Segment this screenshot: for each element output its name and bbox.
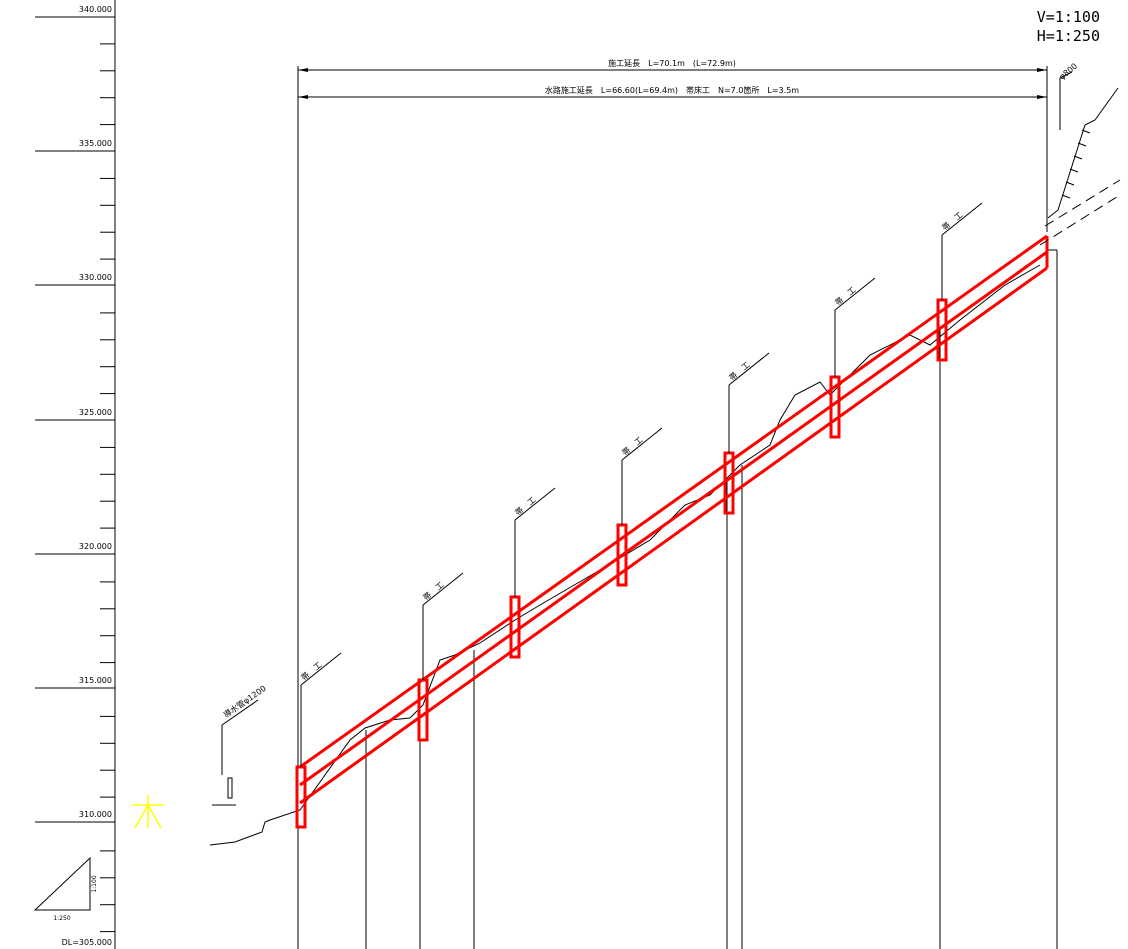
- scale-triangle: [33, 856, 91, 911]
- elevation-label: 325.000: [79, 408, 112, 417]
- elevation-label: 320.000: [79, 542, 112, 551]
- scale-vertical: V=1:100: [1037, 8, 1100, 26]
- elevation-label: 315.000: [79, 676, 112, 685]
- triangle-vertical: 1:100: [91, 875, 98, 892]
- station-lines: [365, 249, 1058, 949]
- leader-line: [422, 572, 464, 606]
- leader-line: [514, 487, 556, 521]
- elevation-label: 340.000: [79, 5, 112, 14]
- benchmark-symbol: [132, 795, 164, 829]
- leader-line: [300, 652, 342, 686]
- elevation-label: 310.000: [79, 810, 112, 819]
- left-pipe: [212, 699, 259, 806]
- elevation-axis: 340.000 335.000 330.000 325.000 320.000 315.0…: [35, 0, 116, 949]
- elevation-label: 335.000: [79, 139, 112, 148]
- leader-line: [834, 277, 876, 311]
- elevation-label: 330.000: [79, 273, 112, 282]
- leader-line: [621, 427, 663, 461]
- dimension-label: 施工延長 L=70.1m (L=72.9m): [608, 58, 736, 68]
- triangle-horizontal: 1:250: [53, 915, 70, 922]
- scale-horizontal: H=1:250: [1037, 27, 1100, 45]
- leader-line: [941, 202, 983, 236]
- right-slope: [1039, 71, 1121, 246]
- leader-line: [728, 352, 770, 386]
- dimension-label: 水路施工延長 L=66.60(L=69.4m) 帯床工 N=7.0箇所 L=3.…: [545, 85, 799, 95]
- datum-label: DL=305.000: [62, 938, 112, 947]
